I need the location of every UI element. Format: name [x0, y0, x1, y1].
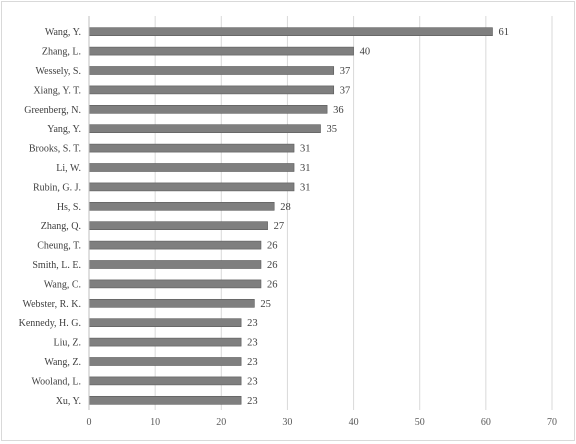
category-label: Hs, S.: [57, 202, 81, 213]
bars: [88, 27, 493, 405]
bar: [88, 221, 268, 230]
x-tick-label: 50: [415, 417, 425, 428]
category-label: Wooland, L.: [32, 376, 81, 387]
value-label: 40: [360, 47, 371, 58]
x-tick-label: 20: [216, 417, 226, 428]
category-label: Greenberg, N.: [24, 105, 81, 116]
bar: [88, 124, 321, 133]
category-label: Kennedy, H. G.: [19, 318, 81, 329]
value-label: 31: [300, 144, 311, 155]
value-label: 23: [247, 338, 258, 349]
gridlines: [154, 16, 553, 410]
value-label: 26: [267, 279, 278, 290]
category-label: Xiang, Y. T.: [33, 85, 81, 96]
category-label: Wang, C.: [44, 279, 81, 290]
bar: [88, 202, 275, 211]
bar: [88, 240, 262, 250]
category-label: Li, W.: [56, 163, 81, 174]
category-label: Xu, Y.: [56, 396, 81, 407]
category-label: Smith, L. E.: [32, 260, 81, 271]
bar: [88, 27, 493, 37]
category-label: Wang, Y.: [45, 27, 81, 38]
value-label: 35: [327, 124, 338, 135]
bar: [88, 66, 335, 75]
value-label: 37: [340, 66, 351, 77]
labels: 0 10 20 30 40 50 60 70 Wang, Y. 61 Zhang, L. 40 Wess…: [19, 27, 557, 428]
value-label: 23: [247, 376, 258, 387]
value-label: 36: [333, 105, 344, 116]
category-label: Liu, Z.: [54, 338, 82, 349]
bar: [88, 395, 242, 405]
bar: [88, 143, 295, 153]
value-label: 28: [280, 202, 291, 213]
value-label: 31: [300, 182, 311, 193]
bar: [88, 298, 255, 308]
bar: [88, 182, 295, 192]
bar: [88, 279, 262, 289]
value-label: 25: [260, 299, 271, 310]
x-tick-label: 0: [87, 417, 92, 428]
value-label: 26: [267, 241, 278, 252]
bar: [88, 337, 242, 347]
bar: [88, 85, 335, 95]
x-tick-label: 10: [150, 417, 160, 428]
bar: [88, 105, 328, 114]
bar: [88, 357, 242, 366]
category-label: Cheung, T.: [37, 241, 81, 252]
bar: [88, 260, 262, 269]
category-label: Zhang, L.: [42, 47, 81, 58]
category-label: Yang, Y.: [47, 124, 81, 135]
value-label: 23: [247, 357, 258, 368]
bar: [88, 163, 295, 172]
category-label: Wang, Z.: [44, 357, 81, 368]
category-label: Rubin, G. J.: [33, 182, 81, 193]
bar: [88, 318, 242, 328]
bar: [88, 376, 242, 386]
x-tick-label: 60: [481, 417, 491, 428]
value-label: 26: [267, 260, 278, 271]
category-label: Webster, R. K.: [22, 299, 81, 310]
category-label: Brooks, S. T.: [29, 144, 81, 155]
value-label: 61: [498, 27, 509, 38]
value-label: 27: [274, 221, 285, 232]
x-tick-label: 70: [547, 417, 557, 428]
value-label: 23: [247, 396, 258, 407]
category-label: Zhang, Q.: [41, 221, 81, 232]
bar: [88, 46, 354, 56]
value-label: 23: [247, 318, 258, 329]
category-label: Wessely, S.: [36, 66, 82, 77]
x-tick-label: 30: [282, 417, 292, 428]
value-label: 37: [340, 85, 351, 96]
x-tick-label: 40: [349, 417, 359, 428]
value-label: 31: [300, 163, 311, 174]
